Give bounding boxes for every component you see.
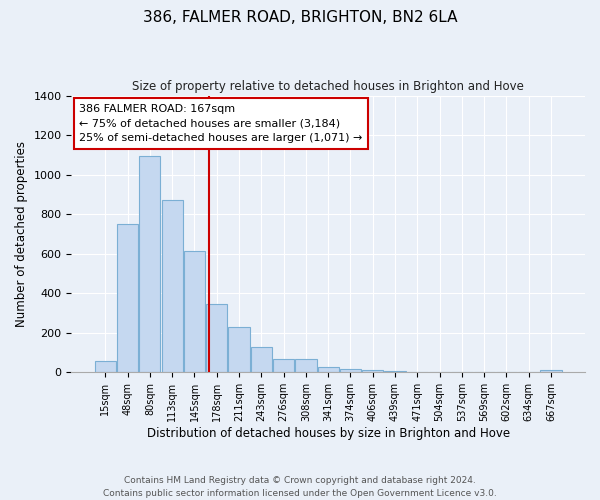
Bar xyxy=(139,156,160,372)
Text: Contains HM Land Registry data © Crown copyright and database right 2024.
Contai: Contains HM Land Registry data © Crown c… xyxy=(103,476,497,498)
Bar xyxy=(541,370,562,372)
Bar xyxy=(273,360,294,372)
Text: 386 FALMER ROAD: 167sqm
← 75% of detached houses are smaller (3,184)
25% of semi: 386 FALMER ROAD: 167sqm ← 75% of detache… xyxy=(79,104,362,144)
Title: Size of property relative to detached houses in Brighton and Hove: Size of property relative to detached ho… xyxy=(132,80,524,93)
Y-axis label: Number of detached properties: Number of detached properties xyxy=(15,141,28,327)
Bar xyxy=(251,346,272,372)
Bar xyxy=(161,200,183,372)
Bar xyxy=(362,370,383,372)
Text: 386, FALMER ROAD, BRIGHTON, BN2 6LA: 386, FALMER ROAD, BRIGHTON, BN2 6LA xyxy=(143,10,457,25)
Bar xyxy=(295,359,317,372)
Bar xyxy=(184,251,205,372)
Bar xyxy=(229,328,250,372)
Bar xyxy=(206,304,227,372)
X-axis label: Distribution of detached houses by size in Brighton and Hove: Distribution of detached houses by size … xyxy=(146,427,510,440)
Bar xyxy=(340,369,361,372)
Bar xyxy=(117,224,138,372)
Bar xyxy=(317,368,339,372)
Bar xyxy=(95,362,116,372)
